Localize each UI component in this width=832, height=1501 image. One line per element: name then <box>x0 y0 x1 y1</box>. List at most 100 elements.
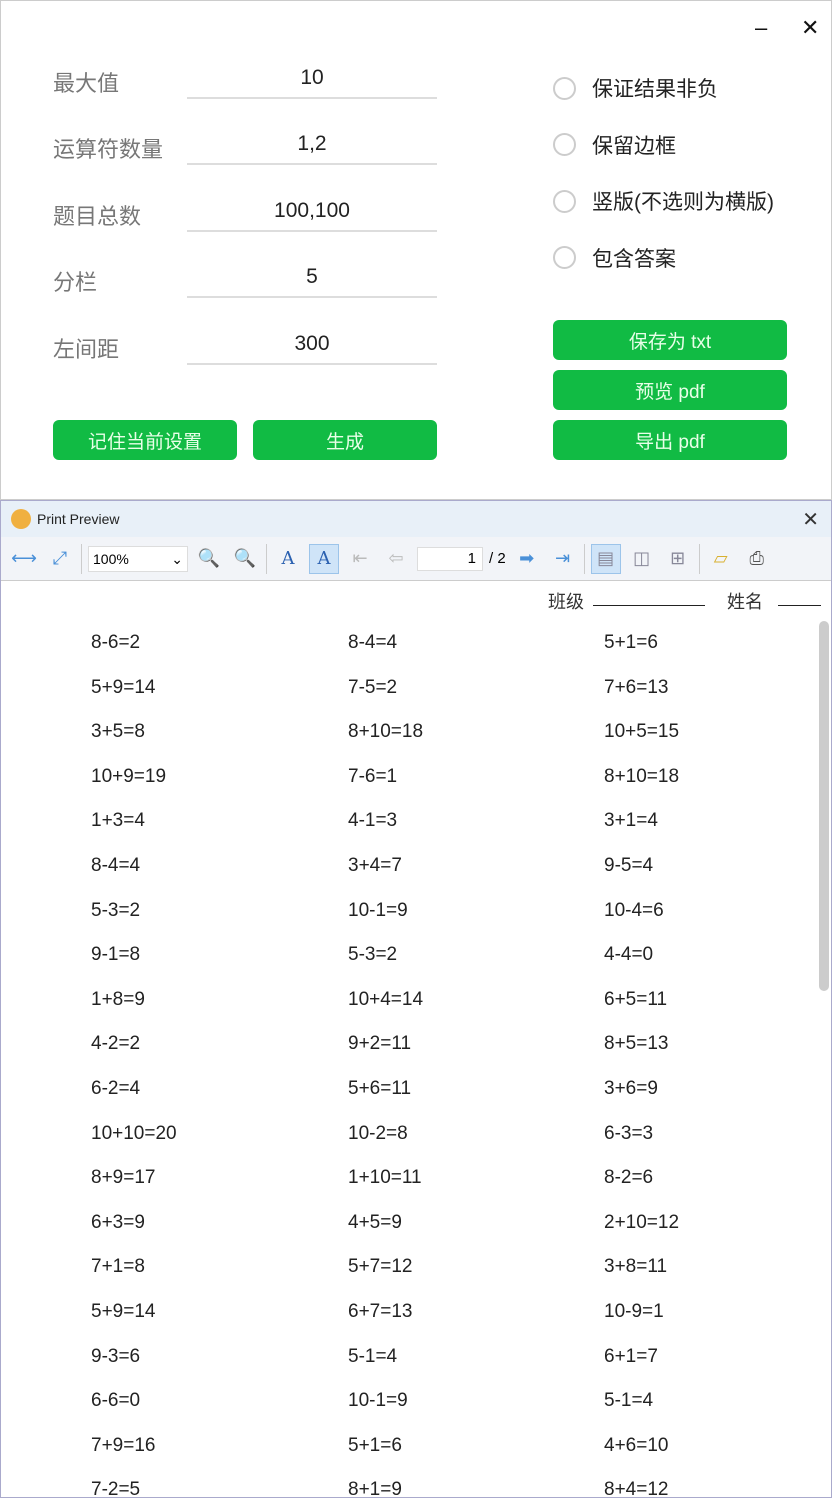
four-page-icon[interactable]: ⊞ <box>670 548 686 568</box>
problem-item: 3+5=8 <box>91 721 145 743</box>
problem-item: 5+1=6 <box>604 632 658 653</box>
export-pdf-button[interactable]: 导出 pdf <box>553 420 787 460</box>
scrollbar[interactable] <box>819 621 829 991</box>
setting-input-columns[interactable]: 5 <box>187 260 437 298</box>
option-radio[interactable]: 包含答案 <box>553 243 676 273</box>
problem-item: 10+9=19 <box>91 765 167 787</box>
problem-item: 8+9=17 <box>91 1167 156 1189</box>
zoom-select[interactable]: 100% ⌄ <box>88 545 188 572</box>
problem-item: 5-1=4 <box>604 1390 654 1412</box>
radio-circle[interactable] <box>553 76 576 100</box>
font-active-icon[interactable]: A <box>309 543 339 574</box>
problem-item: 4-4=0 <box>604 944 654 966</box>
problem-item: 1+10=11 <box>348 1167 422 1189</box>
prev-page-icon[interactable]: ⇦ <box>388 548 404 568</box>
two-page-icon[interactable]: ◫ <box>633 548 651 568</box>
problem-item: 3+6=9 <box>604 1078 658 1099</box>
zoom-in-icon[interactable]: 🔍 <box>233 548 257 568</box>
setting-label-columns: 分栏 <box>53 270 98 295</box>
preview-close-button[interactable]: ✕ <box>802 509 819 531</box>
problem-item: 10+10=20 <box>91 1122 177 1144</box>
page-setup-icon[interactable]: ▱ <box>713 548 728 568</box>
problem-item: 7+1=8 <box>91 1256 145 1278</box>
problem-item: 4-2=2 <box>91 1033 141 1055</box>
page-total: / 2 <box>489 550 506 567</box>
setting-input-margin[interactable]: 300 <box>187 327 437 365</box>
option-label: 保证结果非负 <box>592 78 718 101</box>
setting-input-operators[interactable]: 1,2 <box>187 127 437 165</box>
app-icon <box>11 509 31 529</box>
next-page-icon[interactable]: ➡ <box>519 548 535 568</box>
problem-item: 4-1=3 <box>348 810 398 832</box>
radio-circle[interactable] <box>553 133 576 156</box>
problem-item: 9-1=8 <box>91 944 141 966</box>
setting-input-total[interactable]: 100,100 <box>187 194 437 232</box>
single-page-icon[interactable]: ▤ <box>590 543 621 574</box>
option-radio[interactable]: 保留边框 <box>553 130 676 160</box>
class-label: 班级 <box>548 592 584 612</box>
page-input[interactable]: 1 <box>417 546 483 571</box>
problem-item: 10-1=9 <box>348 1390 408 1412</box>
name-blank <box>778 605 821 606</box>
fit-width-icon[interactable]: ⟷ <box>11 548 37 568</box>
setting-label-total: 题目总数 <box>53 204 142 229</box>
save-txt-button[interactable]: 保存为 txt <box>553 320 787 360</box>
problem-item: 8+10=18 <box>348 721 424 743</box>
preview-page: 班级 姓名 8-6=2 8-4=4 5+1=6 5+9=14 7-5=2 7+6=13 3+… <box>1 582 821 1500</box>
radio-circle[interactable] <box>553 189 576 213</box>
remember-settings-button[interactable]: 记住当前设置 <box>53 420 237 460</box>
problem-item: 8+1=9 <box>348 1479 402 1501</box>
problem-item: 10-4=6 <box>604 899 664 921</box>
generator-window: – ✕ 最大值 10 运算符数量 1,2 题目总数 100,100 分栏 5 左… <box>0 0 832 500</box>
problem-item: 3+1=4 <box>604 810 658 832</box>
zoom-out-icon[interactable]: 🔍 <box>197 548 221 568</box>
problem-item: 7-6=1 <box>348 765 398 787</box>
problem-item: 8-4=4 <box>91 855 141 876</box>
preview-title: Print Preview <box>37 511 120 527</box>
last-page-icon[interactable]: ⇥ <box>555 548 571 568</box>
problem-item: 8-2=6 <box>604 1167 654 1189</box>
problem-item: 7+9=16 <box>91 1434 156 1456</box>
problem-item: 3+8=11 <box>604 1256 668 1278</box>
problem-item: 7-5=2 <box>348 676 398 698</box>
problem-item: 5-1=4 <box>348 1345 398 1367</box>
problem-item: 6-3=3 <box>604 1122 654 1144</box>
minimize-button[interactable]: – <box>755 15 768 40</box>
setting-input-max[interactable]: 10 <box>187 61 437 99</box>
close-button[interactable]: ✕ <box>801 15 820 40</box>
problem-item: 9-5=4 <box>604 855 654 876</box>
option-label: 包含答案 <box>592 247 676 271</box>
problem-item: 9+2=11 <box>348 1033 412 1055</box>
problem-item: 10+4=14 <box>348 988 424 1010</box>
option-radio[interactable]: 保证结果非负 <box>553 73 718 103</box>
toolbar-separator <box>698 543 700 574</box>
setting-label-max: 最大值 <box>53 71 120 96</box>
fit-page-icon[interactable]: ⤢ <box>52 548 68 568</box>
option-label: 竖版(不选则为横版) <box>592 191 774 214</box>
option-label: 保留边框 <box>592 134 676 158</box>
font-icon[interactable]: A <box>281 548 295 569</box>
problem-item: 10-1=9 <box>348 899 408 921</box>
problem-item: 5+9=14 <box>91 1301 156 1322</box>
setting-label-operators: 运算符数量 <box>53 137 164 162</box>
problem-item: 8-4=4 <box>348 632 398 653</box>
first-page-icon[interactable]: ⇤ <box>352 548 368 568</box>
problem-item: 8+10=18 <box>604 765 680 787</box>
problem-item: 6+7=13 <box>348 1301 413 1322</box>
radio-circle[interactable] <box>553 246 576 269</box>
problem-item: 5+7=12 <box>348 1256 413 1278</box>
generate-button[interactable]: 生成 <box>253 420 437 460</box>
preview-pdf-button[interactable]: 预览 pdf <box>553 370 787 410</box>
name-label: 姓名 <box>727 592 763 612</box>
print-icon[interactable]: ⎙ <box>749 548 764 568</box>
toolbar: ⟷ ⤢ 100% ⌄ 🔍 🔍 A A ⇤ ⇦ 1 / 2 ➡ ⇥ ▤ ◫ ⊞ ▱ … <box>1 537 831 581</box>
problem-item: 9-3=6 <box>91 1345 141 1367</box>
problem-item: 10-9=1 <box>604 1301 664 1322</box>
chevron-down-icon: ⌄ <box>171 550 183 567</box>
problem-item: 1+3=4 <box>91 810 145 832</box>
toolbar-separator <box>266 543 267 574</box>
toolbar-separator <box>583 543 585 574</box>
zoom-value: 100% <box>93 550 129 567</box>
problem-item: 6+3=9 <box>91 1211 145 1233</box>
option-radio[interactable]: 竖版(不选则为横版) <box>553 186 774 216</box>
